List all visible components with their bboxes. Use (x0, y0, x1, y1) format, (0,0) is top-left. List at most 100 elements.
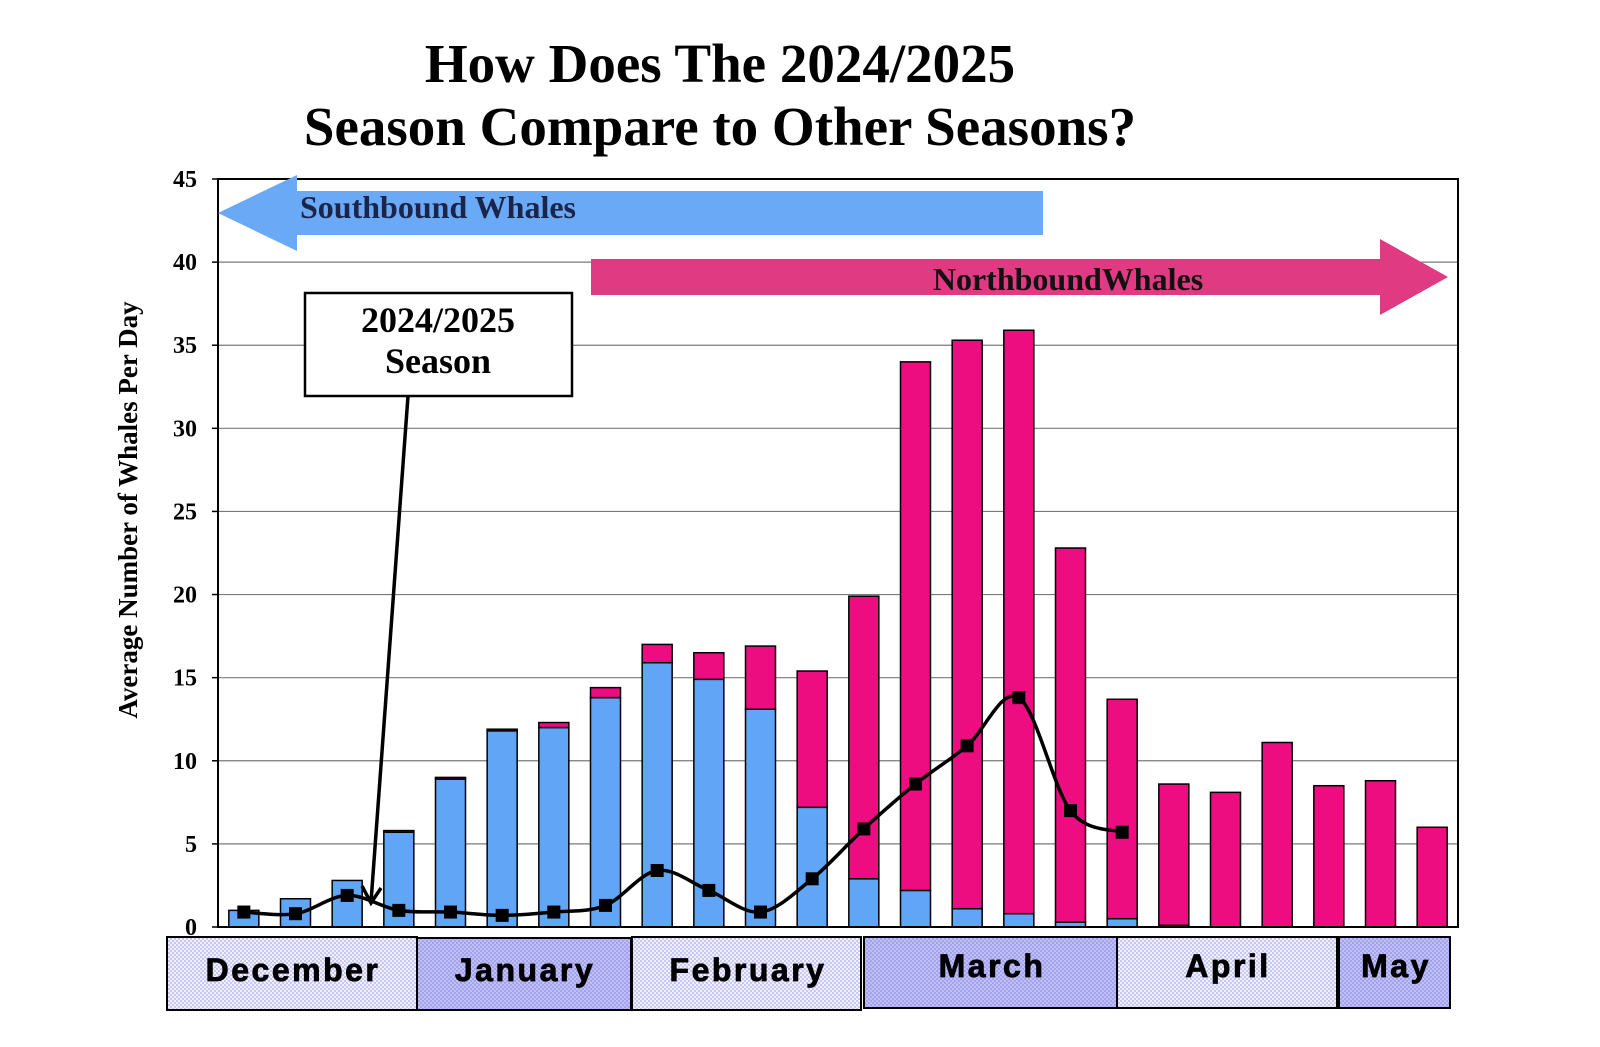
bar-northbound-15 (951, 339, 983, 910)
bar-southbound-8 (589, 696, 622, 928)
month-box-may: May (1338, 936, 1451, 1009)
month-box-background (863, 936, 1118, 1009)
season-line-marker-18 (1115, 825, 1129, 839)
bar-northbound-6 (486, 728, 518, 732)
season-2024-2025-line (242, 694, 1124, 918)
bar-northbound-18 (1106, 698, 1138, 920)
bar-southbound-3 (331, 879, 363, 928)
y-tick-label: 15 (173, 666, 197, 692)
northbound-arrow: NorthboundWhales (591, 239, 1448, 315)
y-tick-label: 30 (173, 416, 197, 442)
bar-northbound-17 (1054, 547, 1087, 923)
southbound-arrow-label: Southbound Whales (300, 189, 576, 225)
season-2024-2025-markers (237, 691, 1129, 922)
bar-southbound-6 (486, 730, 518, 928)
bar-southbound-11 (744, 708, 777, 928)
month-label-may: May (1361, 948, 1431, 984)
bar-northbound-14 (899, 361, 932, 892)
chart-title-line-1: How Does The 2024/2025 (425, 33, 1015, 94)
season-line-marker-8 (599, 898, 612, 912)
month-label-march: March (939, 948, 1046, 984)
bar-southbound-13 (848, 878, 880, 928)
month-box-background (166, 936, 418, 1011)
season-line-marker-9 (650, 863, 664, 877)
chart-title-line-2: Season Compare to Other Seasons? (304, 96, 1136, 157)
y-tick-label: 25 (173, 499, 197, 525)
season-line-marker-7 (547, 905, 561, 919)
northbound-arrow-label: NorthboundWhales (933, 261, 1203, 297)
month-label-january: January (455, 952, 595, 988)
season-line-marker-1 (237, 905, 251, 919)
bar-northbound-20 (1209, 791, 1242, 928)
bar-southbound-18 (1106, 917, 1138, 928)
y-tick-label: 45 (173, 167, 197, 193)
month-label-february: February (670, 952, 827, 988)
callout-text-line-1: 2024/2025 (361, 300, 515, 340)
bar-southbound-14 (899, 889, 932, 928)
arrow-right-shape (591, 239, 1448, 315)
bar-northbound-19 (1158, 783, 1190, 927)
season-line-marker-4 (392, 903, 406, 917)
callout-pointer-arrowhead (360, 885, 383, 907)
bar-southbound-15 (951, 907, 983, 928)
season-line-marker-12 (805, 872, 819, 886)
bar-southbound-12 (796, 806, 828, 928)
stacked-bars (228, 329, 1448, 928)
season-line-marker-13 (857, 822, 871, 836)
bar-northbound-8 (589, 686, 622, 699)
season-line-marker-2 (289, 907, 302, 921)
bar-southbound-16 (1003, 912, 1035, 928)
callout-pointer-line (369, 395, 410, 903)
bar-northbound-16 (1003, 329, 1035, 915)
month-box-december: December (166, 936, 418, 1011)
y-tick-label: 10 (173, 749, 197, 775)
month-box-background (1116, 936, 1338, 1009)
bar-northbound-13 (848, 595, 880, 880)
bar-southbound-9 (641, 661, 673, 928)
season-line-marker-17 (1064, 804, 1077, 818)
y-tick-label: 5 (185, 832, 197, 858)
bar-northbound-11 (744, 645, 777, 710)
bar-southbound-7 (538, 726, 570, 928)
season-line-marker-11 (754, 905, 767, 919)
bar-southbound-5 (434, 778, 467, 928)
bar-northbound-21 (1261, 741, 1293, 928)
month-box-background (631, 936, 862, 1011)
month-box-february: February (631, 936, 862, 1011)
bar-northbound-9 (641, 643, 673, 664)
month-box-march: March (863, 936, 1118, 1009)
y-tick-label: 35 (173, 333, 197, 359)
month-axis: December January February March April Ma… (166, 936, 1451, 1011)
callout-box (303, 291, 574, 398)
month-label-december: December (206, 952, 381, 988)
bar-northbound-4 (383, 829, 415, 834)
bar-northbound-22 (1313, 784, 1345, 928)
bar-northbound-24 (1416, 826, 1448, 928)
season-line-marker-10 (702, 883, 716, 897)
season-line-marker-5 (444, 905, 457, 919)
season-callout: 2024/2025 Season (303, 291, 574, 907)
y-tick-label: 40 (173, 250, 197, 276)
callout-text-line-2: Season (385, 341, 491, 381)
y-tick-label: 0 (185, 915, 197, 941)
bar-northbound-23 (1364, 779, 1397, 928)
season-line-marker-14 (909, 777, 922, 791)
bar-northbound-12 (796, 670, 828, 809)
month-label-april: April (1185, 948, 1270, 984)
bar-northbound-10 (693, 651, 725, 681)
month-box-april: April (1116, 936, 1338, 1009)
plot-frame (217, 178, 1459, 928)
season-line-marker-6 (495, 908, 509, 922)
y-axis-label: Average Number of Whales Per Day (113, 301, 143, 719)
southbound-arrow: Southbound Whales (218, 175, 1043, 251)
season-line-marker-3 (340, 888, 354, 902)
bar-northbound-7 (538, 721, 570, 729)
month-box-january: January (416, 937, 632, 1011)
y-axis-ticks: 0 5 10 15 20 25 30 35 40 45 (173, 167, 218, 941)
month-box-background (1338, 936, 1451, 1009)
arrow-left-shape (218, 175, 1043, 251)
month-box-background (416, 937, 632, 1011)
season-line-marker-16 (1012, 691, 1026, 705)
